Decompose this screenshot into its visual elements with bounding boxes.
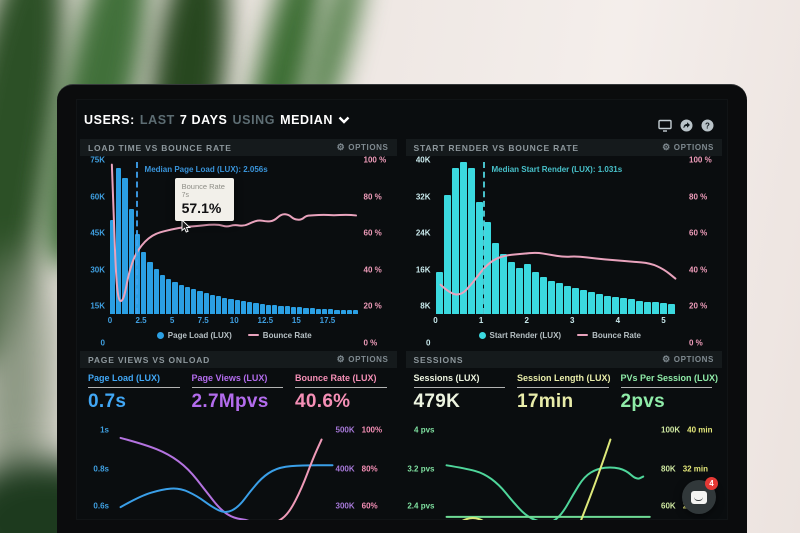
y-axis-left: 40K 32K 24K 16K 8K 0 (415, 155, 431, 348)
plant-shadow (0, 250, 50, 490)
x-axis: 0 2.5 5 7.5 10 12.5 15 17.5 (107, 316, 336, 325)
header-part: LAST (139, 113, 175, 127)
metric-page-views: Page Views (LUX) 2.7Mpvs (191, 373, 286, 413)
legend-item[interactable]: Bounce Rate (577, 331, 641, 340)
chat-bubble-icon (691, 490, 707, 504)
y-axis-right: 100 % 80 % 60 % 40 % 20 % 0 % (689, 155, 712, 348)
svg-text:?: ? (705, 121, 710, 130)
gear-icon: ⚙ (336, 142, 346, 152)
load-time-chart[interactable]: 75K 60K 45K 30K 15K 0 Bounce Rate 7s 57.1% (80, 155, 397, 348)
notification-badge: 4 (705, 477, 718, 490)
y-axis-right: 100 % 80 % 60 % 40 % 20 % 0 % (363, 155, 387, 348)
panel-sessions: SESSIONS ⚙ OPTIONS Sessions (LUX) 479K (405, 351, 723, 520)
legend-item[interactable]: Start Render (LUX) (478, 331, 561, 340)
metric-page-load: Page Load (LUX) 0.7s (88, 373, 182, 413)
header-part: USING (232, 113, 276, 127)
chart-legend: Page Load (LUX) Bounce Rate (110, 327, 359, 343)
y-axis-left: 75K 60K 45K 30K 15K 0 (90, 155, 105, 348)
legend-item[interactable]: Bounce Rate (247, 331, 312, 340)
y-axis-left: 1s0.8s0.6s0.4s (93, 425, 109, 511)
options-button[interactable]: ⚙ OPTIONS (336, 142, 389, 153)
panel-load-time: LOAD TIME VS BOUNCE RATE ⚙ OPTIONS 75K 60… (80, 139, 397, 348)
metric-sessions: Sessions (LUX) 479K (413, 373, 508, 413)
plot-area[interactable]: Median Start Render (LUX): 1.031s (435, 160, 685, 314)
plot-area[interactable]: Bounce Rate 7s 57.1% Median Page Load (L… (110, 160, 359, 314)
metric-pvs-per-session: PVs Per Session (LUX) 2pvs (620, 373, 719, 412)
help-icon[interactable]: ? (700, 118, 714, 132)
gear-icon: ⚙ (662, 354, 671, 364)
laptop-bezel: USERS: LAST 7 DAYS USING MEDIAN ? (57, 84, 747, 533)
panel-title: SESSIONS (413, 354, 464, 365)
panel-title: PAGE VIEWS VS ONLOAD (88, 354, 211, 365)
legend-item[interactable]: Page Load (LUX) (156, 331, 232, 340)
dashboard-screen: USERS: LAST 7 DAYS USING MEDIAN ? (76, 99, 728, 520)
header-part: 7 DAYS (179, 113, 228, 127)
gear-icon: ⚙ (336, 354, 346, 364)
chevron-down-icon (338, 116, 350, 124)
share-icon[interactable] (679, 118, 693, 132)
chat-widget-button[interactable]: 4 (682, 477, 718, 514)
metric-bounce-rate: Bounce Rate (LUX) 40.6% (295, 373, 389, 413)
hover-tooltip: Bounce Rate 7s 57.1% (174, 178, 234, 234)
options-button[interactable]: ⚙ OPTIONS (662, 142, 714, 153)
dashboard-title-dropdown[interactable]: USERS: LAST 7 DAYS USING MEDIAN (84, 113, 350, 127)
plot-area[interactable] (440, 417, 659, 520)
display-icon[interactable] (658, 118, 672, 132)
chart-legend: Start Render (LUX) Bounce Rate (436, 327, 685, 343)
panel-title: START RENDER VS BOUNCE RATE (413, 142, 579, 153)
gear-icon: ⚙ (662, 142, 671, 152)
panel-title: LOAD TIME VS BOUNCE RATE (88, 142, 232, 153)
panel-page-views: PAGE VIEWS VS ONLOAD ⚙ OPTIONS Page Load… (80, 351, 397, 520)
options-button[interactable]: ⚙ OPTIONS (336, 354, 389, 365)
mouse-cursor-icon (181, 220, 191, 234)
header-part: MEDIAN (280, 113, 333, 127)
panel-start-render: START RENDER VS BOUNCE RATE ⚙ OPTIONS 40… (405, 139, 723, 348)
plot-area[interactable] (114, 417, 333, 520)
metric-session-length: Session Length (LUX) 17min (517, 373, 611, 412)
page-views-chart[interactable]: 1s0.8s0.6s0.4s 500K100%400K80%300K60%200… (80, 415, 397, 520)
options-button[interactable]: ⚙ OPTIONS (662, 354, 714, 365)
start-render-chart[interactable]: 40K 32K 24K 16K 8K 0 Median Start Render (LUX… (406, 155, 723, 348)
header-part: USERS: (84, 113, 135, 127)
